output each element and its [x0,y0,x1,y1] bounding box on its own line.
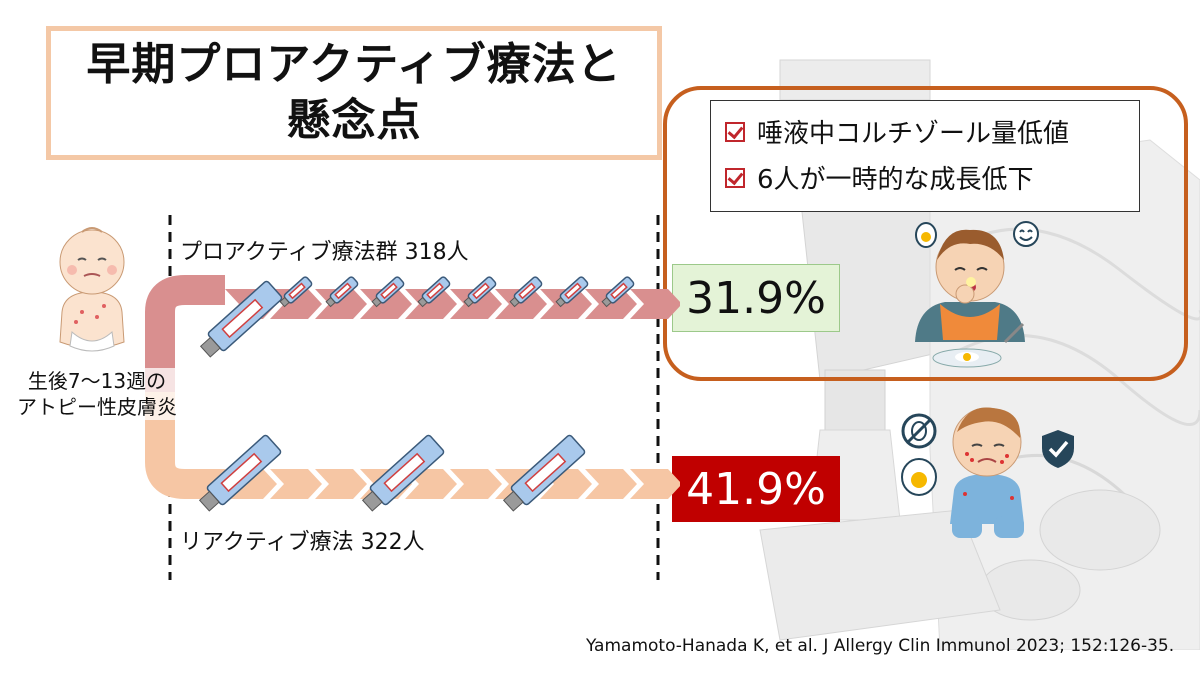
reactive-arrow [585,469,637,499]
proactive-arrow [495,289,547,319]
reactive-group-label: リアクティブ療法 322人 [180,530,425,555]
shield-check-icon [1042,430,1074,468]
ointment-tube-icon [198,434,282,512]
treatment-flow-diagram [145,215,680,580]
citation: Yamamoto-Hanada K, et al. J Allergy Clin… [586,636,1175,656]
concern-list: 唾液中コルチゾール量低値 6人が一時的な成長低下 [710,100,1140,212]
ointment-tube-icon [325,276,359,308]
title-box: 早期プロアクティブ療法と 懸念点 [46,26,662,160]
reactive-arrow [630,469,680,499]
ointment-tube-icon [279,276,313,308]
proactive-rate: 31.9% [672,264,840,332]
reactive-rate: 41.9% [672,456,840,522]
ointment-tube-icon [509,276,543,308]
ointment-tube-icon [502,434,586,512]
ointment-tube-icon [601,276,635,308]
concern-text: 6人が一時的な成長低下 [757,165,1034,195]
reactive-arrow [270,469,322,499]
check-box-icon [725,121,745,142]
sick-baby-icon [950,407,1024,538]
ointment-tube-icon [463,276,497,308]
ointment-tube-icon [555,276,589,308]
title-line-2: 懸念点 [286,95,422,146]
proactive-arrow [540,289,592,319]
child-eating-icon [915,229,1025,368]
proactive-arrow [315,289,367,319]
onset-line-1: 生後7～13週の [27,369,167,393]
title-line-1: 早期プロアクティブ療法と [86,39,622,90]
egg-icon [901,458,937,496]
check-box-icon [725,167,745,188]
reactive-arrow [315,469,367,499]
proactive-branch [145,275,225,392]
no-egg-icon [901,413,937,449]
concern-frame [663,86,1188,381]
proactive-group-label: プロアクティブ療法群 318人 [180,240,469,265]
egg-icon [915,222,937,248]
proactive-arrow [630,289,680,319]
concern-text: 唾液中コルチゾール量低値 [757,119,1070,149]
proactive-arrow [585,289,637,319]
baby-icon [59,227,125,352]
proactive-arrow [270,289,322,319]
proactive-arrow [405,289,457,319]
concern-item: 唾液中コルチゾール量低値 [725,113,1069,150]
reactive-arrow [450,469,502,499]
ointment-tube-icon [361,434,445,512]
smiley-icon [1013,221,1039,247]
ointment-tube-icon [199,280,283,358]
proactive-arrow [450,289,502,319]
ointment-tube-icon [417,276,451,308]
ointment-tube-icon [371,276,405,308]
proactive-arrow [360,289,412,319]
concern-item: 6人が一時的な成長低下 [725,159,1034,196]
onset-line-2: アトピー性皮膚炎 [17,395,177,419]
onset-label: 生後7～13週の アトピー性皮膚炎 [6,368,188,420]
reactive-branch [145,392,225,499]
